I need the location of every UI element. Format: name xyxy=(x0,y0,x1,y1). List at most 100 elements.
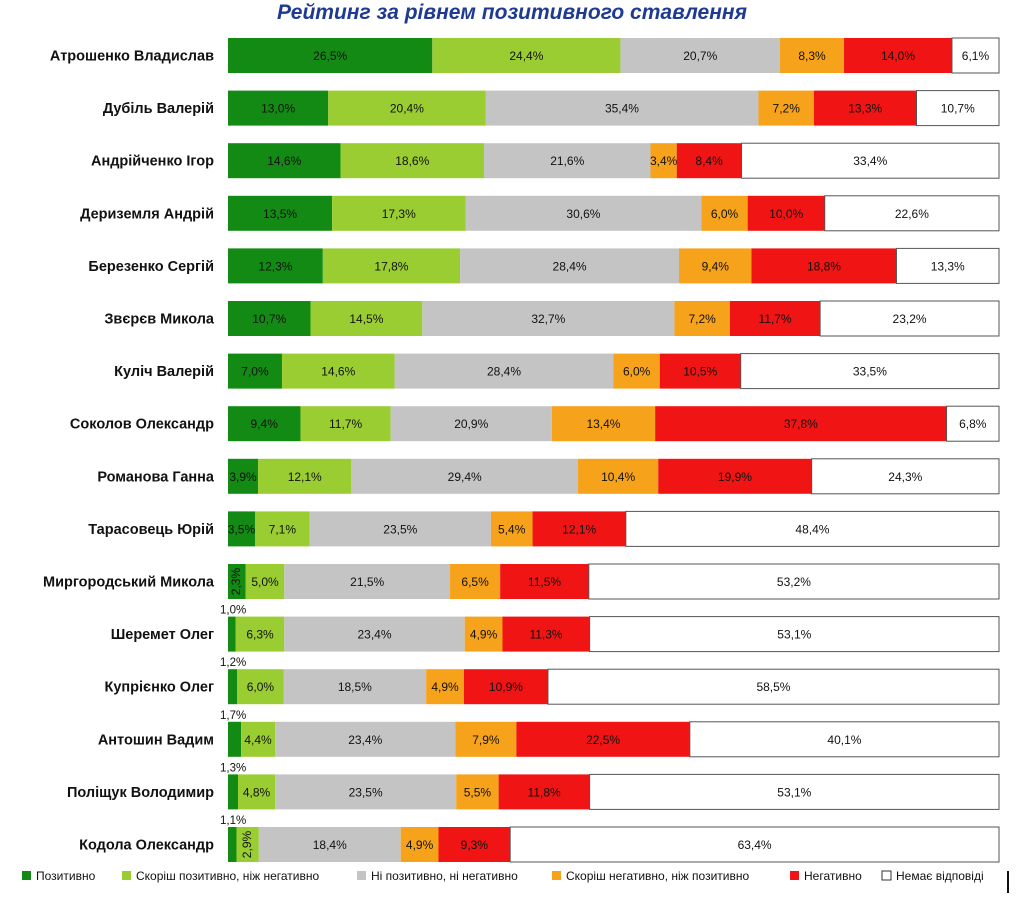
bar-segment xyxy=(740,353,1000,390)
bar-segment xyxy=(400,827,439,862)
bar-segment xyxy=(547,668,1000,705)
data-label: 13,5% xyxy=(263,207,297,221)
data-label: 3,5% xyxy=(228,522,256,536)
bar-segment xyxy=(485,90,759,126)
data-label: 13,4% xyxy=(586,417,620,431)
bar-segment xyxy=(426,669,464,705)
bar-segment xyxy=(235,616,285,652)
bar-segment xyxy=(463,669,548,705)
bar-segment xyxy=(322,248,461,284)
bar-segment xyxy=(254,511,310,547)
data-label: 12,1% xyxy=(288,470,322,484)
bar-segment xyxy=(679,248,752,284)
bar-segment xyxy=(432,38,621,73)
data-label: 12,3% xyxy=(258,259,292,273)
bar-row: Дубіль Валерій 13,0% 20,4% 35,4% 7,2% 13,3% 10… xyxy=(103,90,1000,127)
bar-segment xyxy=(655,406,947,442)
data-label: 5,0% xyxy=(251,575,279,589)
bar-segment xyxy=(916,90,1000,127)
data-label: 11,5% xyxy=(528,575,561,589)
data-label: 28,4% xyxy=(553,259,587,273)
category-label: Атрошенко Владислав xyxy=(50,49,214,65)
bar-segment xyxy=(895,247,1000,284)
data-label: 19,9% xyxy=(718,470,752,484)
bar-segment xyxy=(238,774,276,810)
bar-segment xyxy=(676,143,742,179)
data-label: 48,4% xyxy=(795,522,829,536)
category-label: Звєрєв Микола xyxy=(104,312,215,328)
data-label: 9,4% xyxy=(702,259,730,273)
category-label: Дубіль Валерій xyxy=(103,101,214,117)
data-label: 6,0% xyxy=(247,680,275,694)
data-label: 33,5% xyxy=(853,365,887,379)
data-label: 10,7% xyxy=(941,102,975,116)
bar-segment xyxy=(625,510,1000,547)
data-label: 8,3% xyxy=(798,49,826,63)
category-label: Поліщук Володимир xyxy=(67,785,214,801)
bar-segment xyxy=(228,721,242,757)
legend-swatch xyxy=(552,871,561,880)
bar-segment xyxy=(751,248,897,284)
bar-segment xyxy=(237,669,284,705)
category-label: Андрійченко Ігор xyxy=(91,154,214,170)
bar-segment xyxy=(509,826,1000,863)
bar-segment xyxy=(844,38,952,73)
bar-segment xyxy=(228,143,341,179)
data-label: 10,9% xyxy=(489,680,523,694)
legend-swatch xyxy=(357,871,366,880)
category-label: Куліч Валерій xyxy=(114,364,214,380)
bar-segment xyxy=(620,38,781,73)
bar-segment xyxy=(747,195,825,231)
bar-segment xyxy=(228,669,238,705)
bar-row: Кодола Олександр 1,1% 2,9% 18,4% 4,9% 9,3% 63,… xyxy=(79,815,1000,863)
bar-segment xyxy=(284,616,465,652)
bar-segment xyxy=(228,564,246,599)
data-label: 10,0% xyxy=(769,207,803,221)
bar-segment xyxy=(394,353,614,389)
legend-label: Негативно xyxy=(804,869,862,883)
data-label: 20,4% xyxy=(390,102,424,116)
data-label: 20,7% xyxy=(683,49,717,63)
bar-segment xyxy=(465,195,702,231)
bar-segment xyxy=(658,458,812,494)
bar-segment xyxy=(780,38,845,73)
bar-segment xyxy=(456,774,499,810)
bar-segment xyxy=(241,721,276,757)
chart-title: Рейтинг за рівнем позитивного ставлення xyxy=(277,1,747,24)
data-label: 21,6% xyxy=(550,154,584,168)
category-label: Соколов Олександр xyxy=(70,417,214,433)
bar-segment xyxy=(275,774,457,810)
data-label: 28,4% xyxy=(487,365,521,379)
legend-label: Позитивно xyxy=(36,869,96,883)
data-label: 4,9% xyxy=(470,628,498,642)
bar-segment xyxy=(490,511,533,547)
data-label: 1,3% xyxy=(220,762,246,774)
data-label: 13,3% xyxy=(931,259,965,273)
data-label: 23,5% xyxy=(349,785,383,799)
legend-swatch xyxy=(881,870,892,881)
bar-segment xyxy=(228,38,433,73)
bar-segment xyxy=(310,301,423,336)
bar-segment xyxy=(228,248,323,284)
data-label: 14,5% xyxy=(349,312,383,326)
bar-segment xyxy=(284,564,451,599)
data-label: 11,3% xyxy=(529,628,562,642)
category-label: Романова Ганна xyxy=(97,469,215,485)
data-label: 37,8% xyxy=(784,417,818,431)
bar-segment xyxy=(613,353,660,389)
bar-segment xyxy=(332,195,466,231)
data-label: 7,9% xyxy=(472,733,500,747)
data-label: 10,7% xyxy=(252,312,286,326)
data-label: 11,8% xyxy=(528,785,561,799)
data-label: 53,2% xyxy=(777,575,811,589)
bar-segment xyxy=(236,827,259,862)
bar-segment xyxy=(758,90,814,126)
data-label: 7,0% xyxy=(241,365,269,379)
data-label: 22,5% xyxy=(586,733,620,747)
data-label: 14,6% xyxy=(267,154,301,168)
legend-label: Немає відповіді xyxy=(896,869,984,883)
data-label: 23,2% xyxy=(893,312,927,326)
data-label: 23,4% xyxy=(348,733,382,747)
bar-segment xyxy=(228,774,239,810)
bar-segment xyxy=(502,616,590,652)
